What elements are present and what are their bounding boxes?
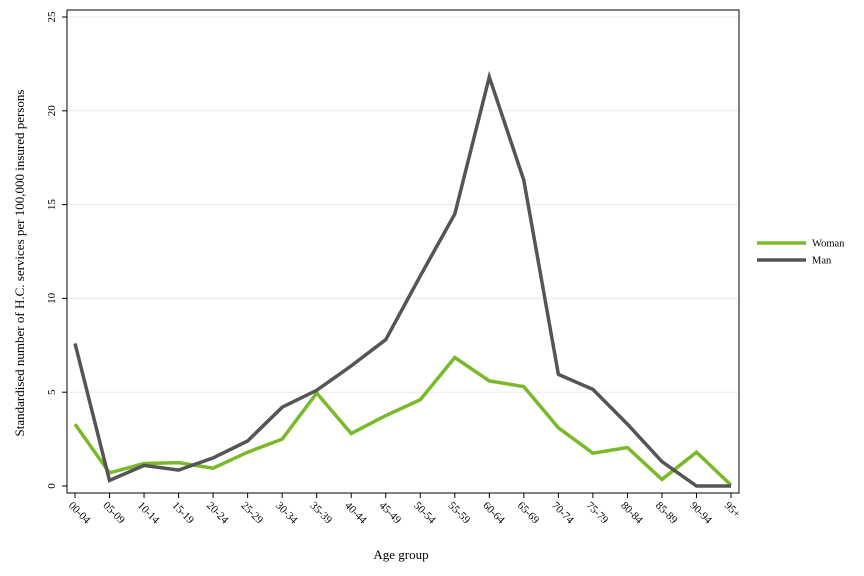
series-lines: [73, 70, 733, 488]
y-tick-label: 20: [46, 105, 58, 117]
y-tick-label: 0: [46, 483, 58, 489]
x-axis: 00-04 05-09 10-14 15-19 20-24 25-29 30-34 35-39…: [66, 493, 743, 527]
x-tick-label: 35-39: [308, 500, 335, 527]
x-tick-label: 40-44: [342, 500, 369, 527]
x-tick-label: 15-19: [169, 500, 196, 527]
series-line-man: [73, 70, 731, 488]
legend-label-man: Man: [812, 256, 832, 267]
y-tick-label: 10: [46, 292, 58, 304]
gridlines: [68, 16, 738, 393]
x-tick-label: 85-89: [653, 500, 680, 527]
legend: Woman Man: [757, 239, 845, 267]
x-tick-label: 70-74: [549, 500, 576, 527]
x-tick-label: 50-54: [411, 500, 438, 527]
x-tick-label: 80-84: [618, 500, 645, 527]
x-tick-label: 55-59: [446, 500, 473, 527]
x-tick-label: 00-04: [66, 500, 93, 527]
x-tick-label: 05-09: [100, 500, 127, 527]
y-tick-label: 15: [46, 199, 58, 211]
x-tick-label: 60-64: [480, 500, 507, 527]
x-tick-label: 10-14: [135, 500, 162, 527]
x-tick-label: 95+: [722, 500, 743, 521]
x-tick-label: 65-69: [515, 500, 542, 527]
x-tick-label: 75-79: [584, 500, 611, 527]
x-tick-label: 45-49: [377, 500, 404, 527]
legend-label-woman: Woman: [812, 239, 845, 250]
y-tick-label: 5: [46, 389, 58, 395]
y-axis: 0 5 10 15 20 25: [46, 11, 67, 489]
series-line-woman: [73, 355, 733, 487]
x-tick-label: 90-94: [687, 500, 714, 527]
y-tick-label: 25: [46, 11, 58, 23]
x-tick-label: 30-34: [273, 500, 300, 527]
y-axis-title: Standardised number of H.C. services per…: [12, 90, 27, 437]
plot-area-frame: [66, 9, 740, 494]
x-axis-title: Age group: [373, 547, 428, 562]
x-tick-label: 25-29: [239, 500, 266, 527]
x-tick-label: 20-24: [204, 500, 231, 527]
